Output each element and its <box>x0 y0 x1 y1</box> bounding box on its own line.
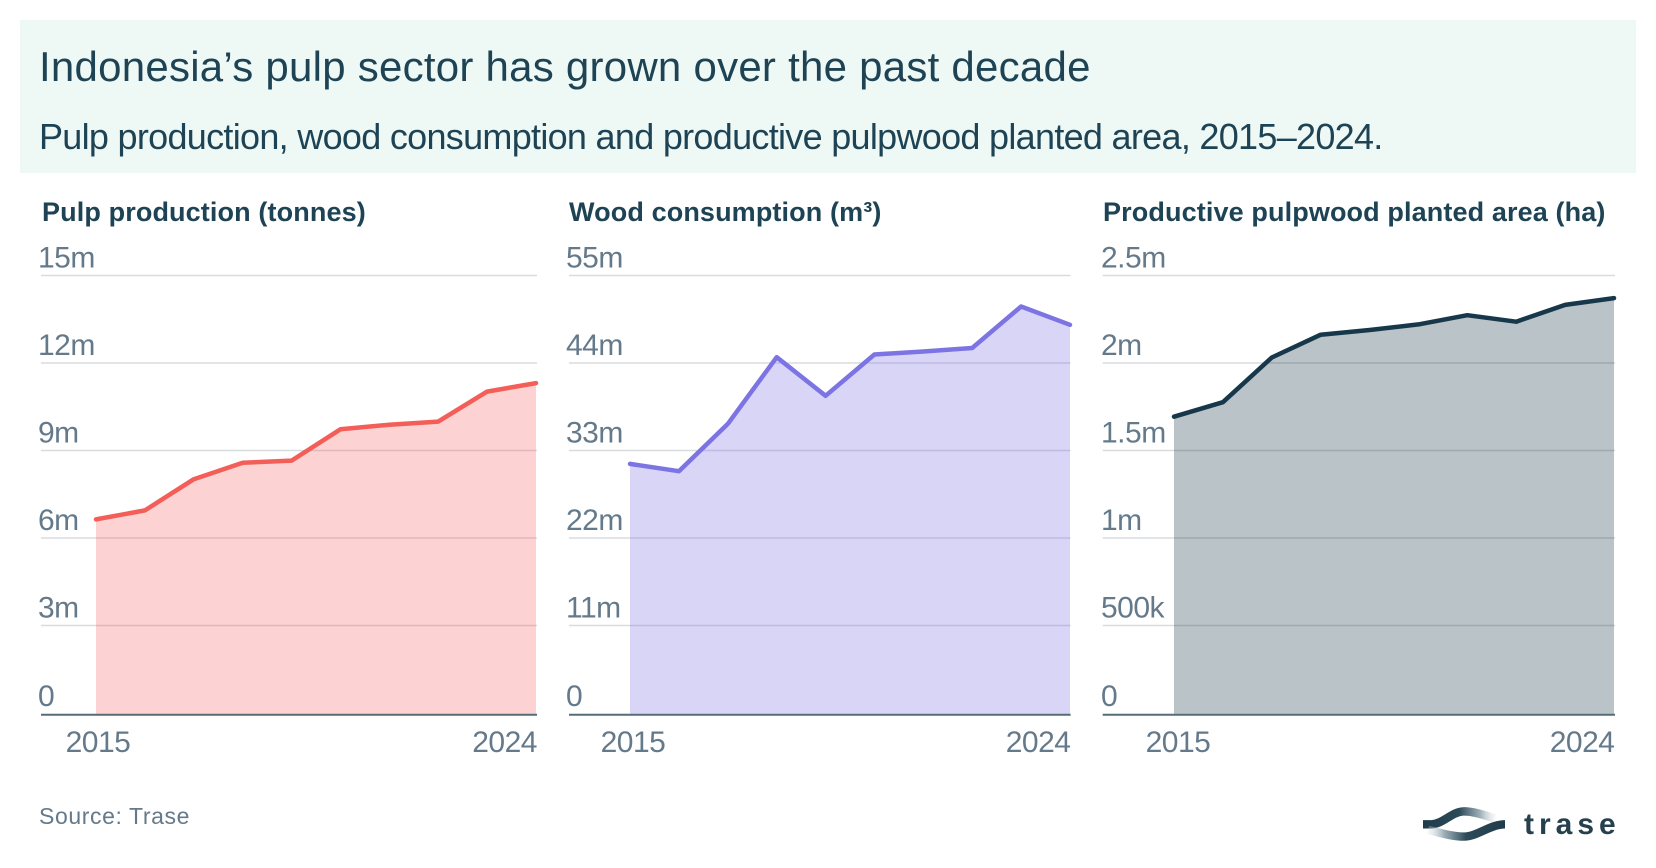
svg-text:1m: 1m <box>1101 504 1142 537</box>
svg-text:0: 0 <box>566 680 582 713</box>
svg-text:22m: 22m <box>566 504 623 537</box>
svg-text:55m: 55m <box>566 242 623 275</box>
svg-text:500k: 500k <box>1101 592 1166 625</box>
svg-text:33m: 33m <box>566 417 623 450</box>
svg-text:9m: 9m <box>38 417 79 450</box>
svg-text:11m: 11m <box>566 592 621 625</box>
svg-text:44m: 44m <box>566 329 623 362</box>
svg-text:0: 0 <box>38 680 54 713</box>
svg-text:2m: 2m <box>1101 329 1142 362</box>
svg-text:2024: 2024 <box>1550 726 1615 759</box>
svg-text:2015: 2015 <box>66 726 131 759</box>
svg-text:2015: 2015 <box>601 726 666 759</box>
svg-text:2015: 2015 <box>1146 726 1211 759</box>
svg-text:15m: 15m <box>38 242 95 275</box>
svg-text:0: 0 <box>1101 680 1117 713</box>
svg-text:2024: 2024 <box>1006 726 1071 759</box>
svg-text:3m: 3m <box>38 592 79 625</box>
svg-text:12m: 12m <box>38 329 95 362</box>
svg-text:6m: 6m <box>38 504 79 537</box>
svg-text:1.5m: 1.5m <box>1101 417 1166 450</box>
svg-text:trase: trase <box>1524 808 1621 841</box>
svg-text:2.5m: 2.5m <box>1101 242 1166 275</box>
svg-text:2024: 2024 <box>472 726 537 759</box>
